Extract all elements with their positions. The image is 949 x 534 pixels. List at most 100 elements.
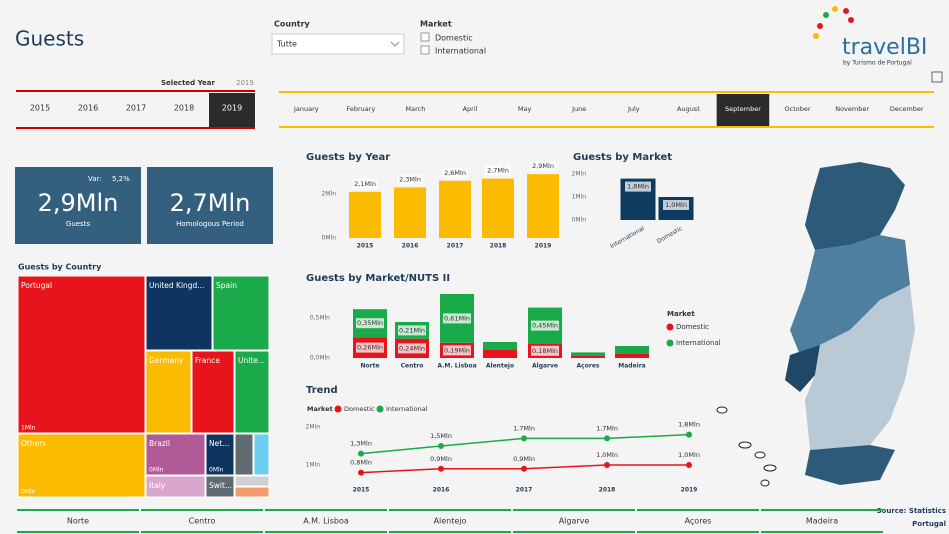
month-label[interactable]: February — [346, 105, 375, 113]
x-tick-label: 2018 — [599, 487, 616, 494]
data-label: 0,61Mln — [444, 314, 470, 322]
legend-label: International — [386, 405, 428, 413]
data-label: 2,3Mln — [399, 175, 421, 183]
year-button[interactable] — [161, 93, 207, 127]
treemap-tile — [17, 433, 146, 498]
region-button[interactable]: A.M. Lisboa — [303, 517, 349, 526]
treemap-tile — [145, 433, 206, 476]
x-tick-label: 2015 — [357, 243, 374, 250]
region-button[interactable]: Norte — [67, 517, 89, 526]
month-label[interactable]: December — [890, 105, 924, 113]
legend-marker — [666, 323, 674, 331]
year-button[interactable] — [65, 93, 111, 127]
data-label: 1,8Mln — [678, 421, 700, 429]
data-label-bg — [397, 174, 423, 185]
data-label-bg — [352, 178, 378, 189]
treemap-tile — [205, 475, 235, 498]
y-tick-label: 1Mln — [572, 194, 587, 201]
month-button-selected[interactable] — [716, 94, 770, 126]
point — [604, 462, 610, 468]
bar-segment — [571, 352, 605, 356]
data-label-bg — [443, 313, 471, 324]
data-label-bg — [530, 161, 556, 172]
bar — [349, 191, 381, 238]
data-label-bg — [356, 342, 384, 353]
point — [521, 465, 527, 472]
treemap-tile — [145, 475, 206, 498]
page-title: Guests — [15, 27, 84, 51]
treemap-tile — [191, 350, 235, 434]
logo: travelBI by Turismo de Portugal — [813, 6, 927, 67]
y-tick-label: 1Mln — [306, 462, 321, 469]
checkbox[interactable] — [420, 45, 430, 55]
month-label[interactable]: April — [463, 105, 478, 113]
y-tick-label: 2Mln — [306, 424, 321, 431]
source: Portugal — [912, 520, 946, 528]
month-label[interactable]: March — [406, 105, 426, 113]
point — [521, 435, 527, 442]
point — [604, 435, 610, 442]
treemap-label: Net... — [209, 439, 229, 448]
bar — [439, 180, 471, 238]
x-tick-label: 2019 — [681, 487, 698, 494]
data-label: 2,9Mln — [532, 162, 554, 170]
data-label: 0,24Mln — [399, 344, 425, 352]
island — [716, 406, 728, 414]
data-label: 1,0Mln — [596, 451, 618, 459]
country-dropdown[interactable] — [271, 33, 405, 55]
year-button[interactable] — [113, 93, 159, 127]
month-label[interactable]: July — [627, 105, 640, 113]
region-button[interactable]: Centro — [189, 517, 216, 526]
treemap-title: Guests by Country — [18, 263, 102, 272]
month-label[interactable]: November — [835, 105, 869, 113]
region-button[interactable]: Algarve — [559, 517, 590, 526]
data-label-bg — [398, 325, 426, 336]
data-label: 0,8Mln — [350, 459, 372, 467]
chart-title: Guests by Year — [306, 152, 390, 163]
year-button[interactable] — [209, 93, 255, 127]
logo-subtitle: by Turismo de Portugal — [843, 60, 912, 67]
treemap-label: Portugal — [21, 281, 52, 290]
checkbox[interactable] — [420, 32, 430, 42]
treemap-tile — [212, 275, 270, 351]
x-tick-label: Algarve — [532, 363, 558, 370]
month-label[interactable]: May — [518, 105, 532, 113]
island — [738, 441, 752, 449]
region-button[interactable]: Madeira — [806, 517, 838, 526]
treemap-tile — [234, 486, 270, 498]
country-value: Tutte — [276, 40, 297, 49]
expand-icon[interactable] — [931, 71, 943, 83]
point — [438, 443, 444, 449]
data-label: 2,6Mln — [444, 169, 466, 177]
month-label[interactable]: September — [725, 105, 761, 113]
y-tick-label: 0Mln — [572, 217, 587, 224]
month-label[interactable]: August — [677, 105, 700, 113]
data-label-bg — [443, 345, 471, 356]
logo-dot — [823, 12, 829, 18]
year-label: 2018 — [174, 104, 194, 113]
data-label-bg — [531, 320, 559, 331]
year-button[interactable] — [17, 93, 63, 127]
chart-title: Trend — [306, 385, 338, 396]
kpi-value: 2,9Mln — [38, 189, 119, 217]
logo-dot — [832, 6, 838, 12]
data-label-bg — [663, 200, 689, 210]
checkbox-label: Domestic — [435, 34, 473, 43]
data-label: 0,26Mln — [357, 344, 383, 352]
y-tick-label: 0,5Mln — [310, 315, 330, 322]
island — [754, 451, 766, 459]
region-button[interactable]: Alentejo — [434, 517, 467, 526]
treemap-value: 0Mln — [209, 467, 224, 474]
data-label-bg — [531, 345, 559, 356]
month-label[interactable]: October — [785, 105, 811, 113]
month-label[interactable]: January — [293, 105, 319, 113]
legend-label: Domestic — [676, 323, 709, 331]
data-label-bg — [485, 165, 511, 176]
region-button[interactable]: Açores — [685, 517, 712, 526]
data-label: 1,3Mln — [350, 440, 372, 448]
data-label-bg — [442, 167, 468, 178]
month-label[interactable]: June — [571, 105, 586, 113]
market-label: Market — [420, 20, 452, 29]
data-label: 1,7Mln — [513, 424, 535, 432]
kpi-card — [147, 167, 273, 244]
